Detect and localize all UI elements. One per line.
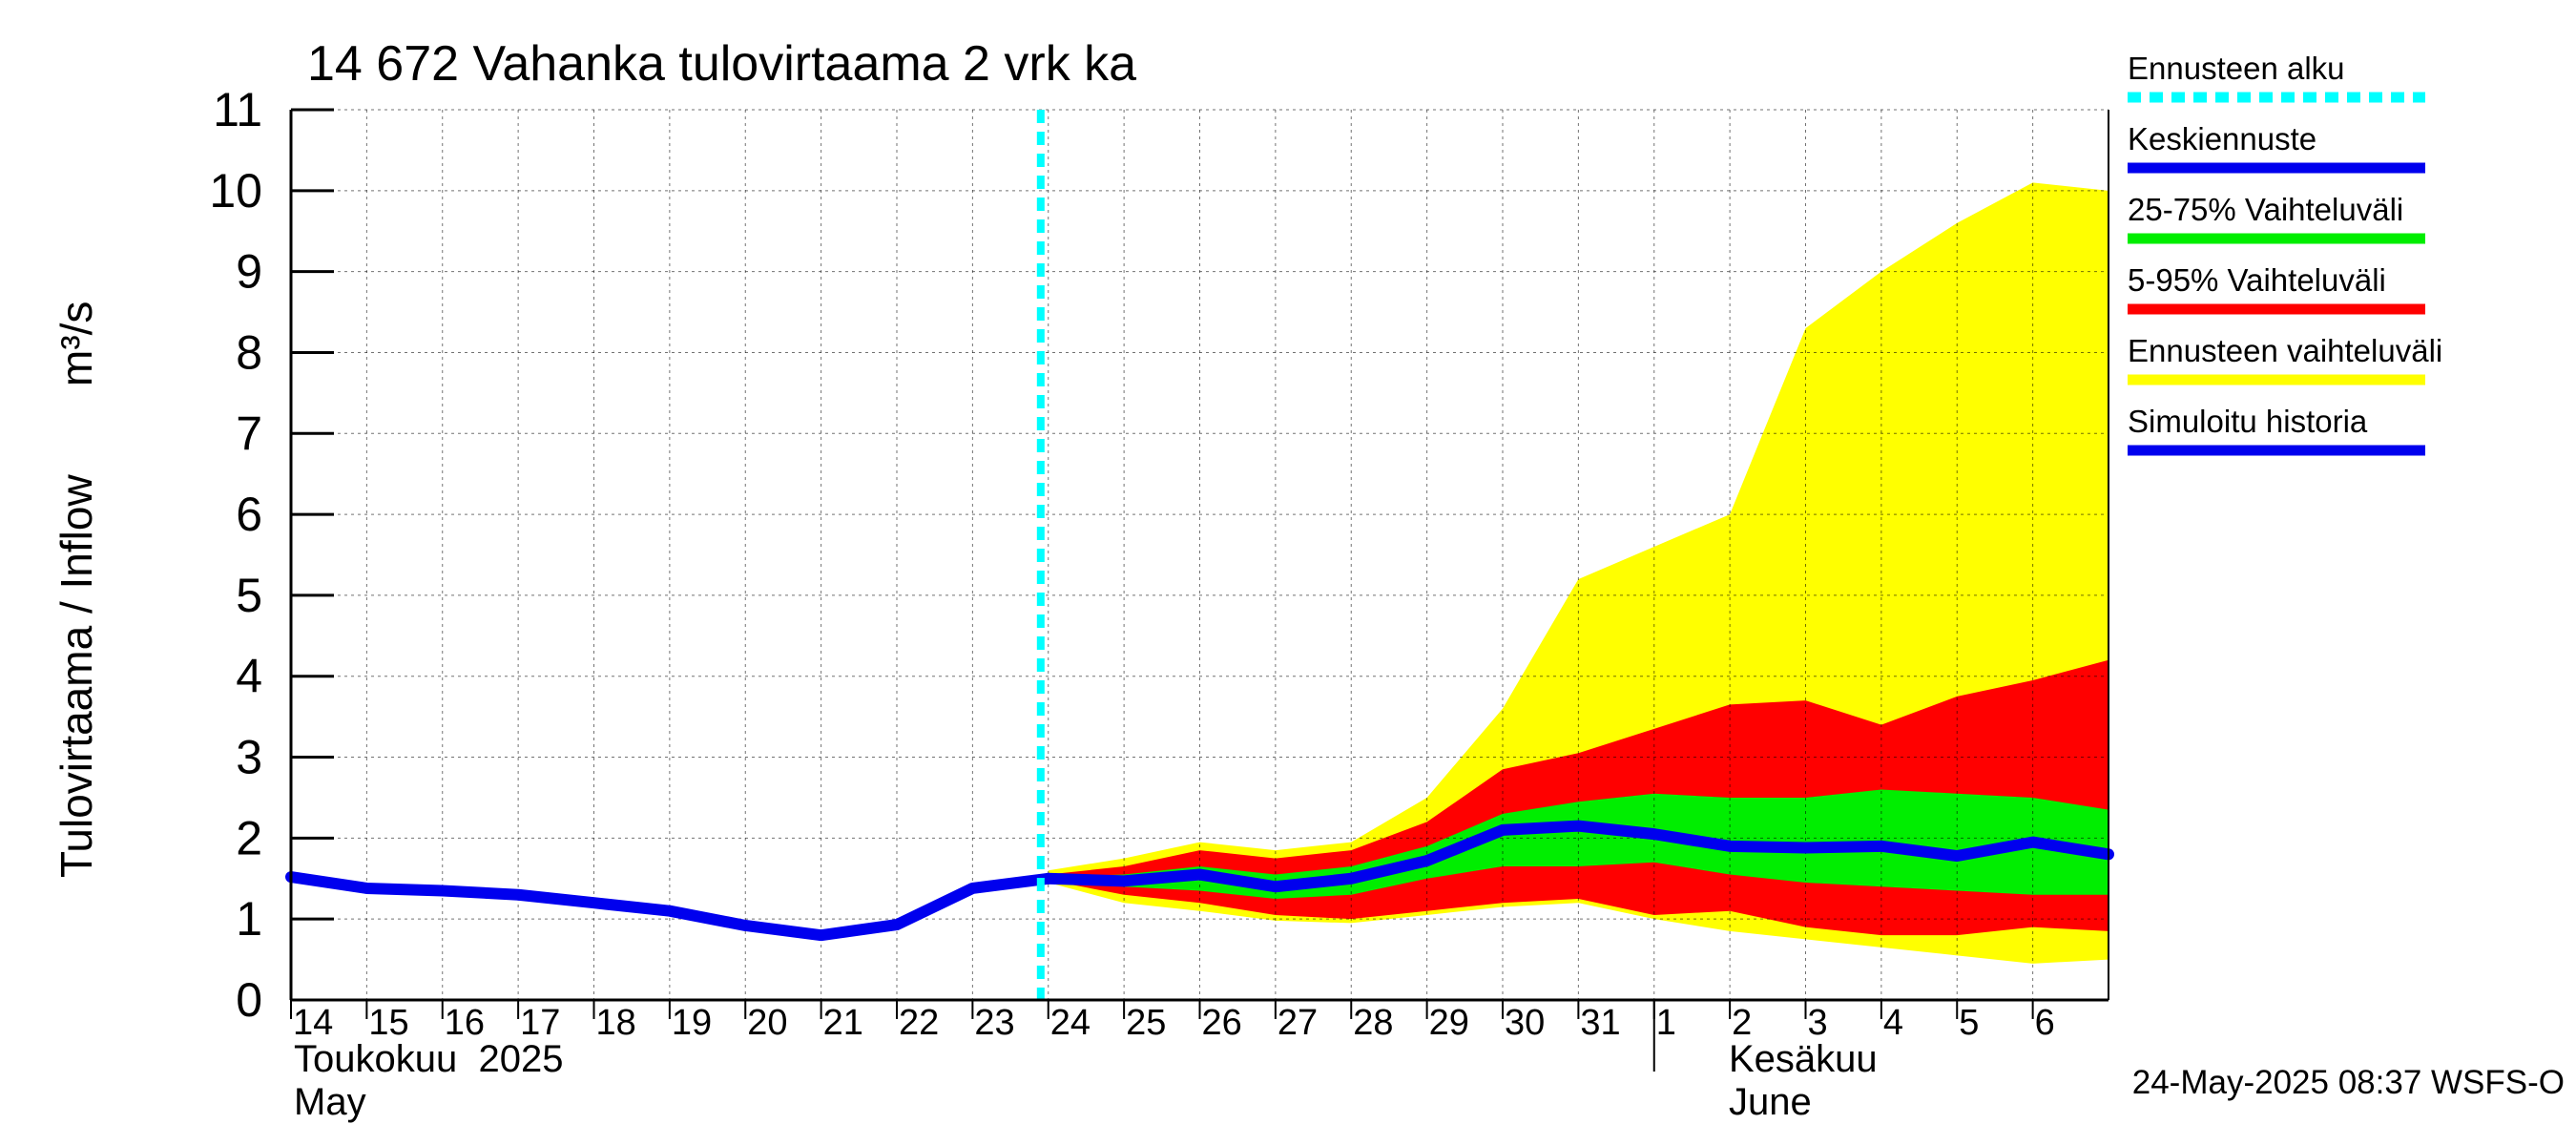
- x-tick-label: 26: [1202, 1003, 1242, 1043]
- y-tick-label: 6: [236, 488, 262, 541]
- x-tick-label: 25: [1126, 1003, 1166, 1043]
- legend-label: 5-95% Vaihteluväli: [2128, 262, 2386, 298]
- x-tick-label: 14: [293, 1003, 333, 1043]
- y-tick-label: 4: [236, 650, 262, 703]
- y-tick-label: 8: [236, 325, 262, 379]
- legend-label: Ennusteen alku: [2128, 51, 2345, 86]
- y-tick-label: 1: [236, 892, 262, 946]
- legend-label: Keskiennuste: [2128, 121, 2316, 156]
- x-tick-label: 30: [1505, 1003, 1545, 1043]
- y-tick-label: 0: [236, 973, 262, 1027]
- legend: Ennusteen alku Keskiennuste 25-75% Vaihtel…: [2128, 51, 2442, 456]
- month-label-may-fi: Toukokuu 2025: [294, 1038, 563, 1080]
- x-tick-label: 19: [672, 1003, 712, 1043]
- x-tick-label: 15: [368, 1003, 408, 1043]
- simulated-history-line: [285, 871, 1054, 942]
- month-label-may-en: May: [294, 1081, 366, 1123]
- y-axis-label: Tulovirtaama / Inflow: [52, 474, 101, 878]
- x-tick-label: 31: [1580, 1003, 1620, 1043]
- x-tick-label: 17: [520, 1003, 560, 1043]
- legend-label: 25-75% Vaihteluväli: [2128, 192, 2403, 227]
- data-lines: [285, 110, 2114, 1000]
- x-tick-label: 3: [1808, 1003, 1828, 1043]
- legend-label: Simuloitu historia: [2128, 404, 2368, 439]
- legend-label: Ennusteen vaihteluväli: [2128, 333, 2442, 368]
- x-tick-label: 29: [1429, 1003, 1469, 1043]
- uncertainty-bands: [1048, 182, 2109, 964]
- month-label-june-en: June: [1729, 1081, 1812, 1123]
- grid-lines: [291, 109, 2109, 1000]
- y-tick-label: 3: [236, 731, 262, 784]
- x-tick-label: 23: [974, 1003, 1014, 1043]
- x-tick-label: 28: [1353, 1003, 1393, 1043]
- y-tick-label: 5: [236, 569, 262, 622]
- x-tick-label: 1: [1656, 1003, 1676, 1043]
- y-tick-label: 11: [213, 83, 262, 136]
- y-tick-label: 10: [209, 164, 262, 218]
- x-tick-label: 4: [1883, 1003, 1903, 1043]
- footer-timestamp: 24-May-2025 08:37 WSFS-O: [2132, 1064, 2565, 1101]
- mean-forecast-line: [1042, 820, 2114, 893]
- x-tick-label: 2: [1732, 1003, 1752, 1043]
- band-25-75-vaihteluv-li: [1048, 789, 2109, 899]
- x-tick-label: 20: [747, 1003, 787, 1043]
- y-tick-label: 2: [236, 811, 262, 864]
- month-label-june-fi: Kesäkuu: [1729, 1038, 1878, 1080]
- x-tick-label: 24: [1050, 1003, 1091, 1043]
- x-tick-label: 16: [445, 1003, 485, 1043]
- x-tick-label: 22: [899, 1003, 939, 1043]
- x-tick-label: 18: [596, 1003, 636, 1043]
- chart-title: 14 672 Vahanka tulovirtaama 2 vrk ka: [307, 36, 1136, 92]
- y-tick-label: 7: [236, 406, 262, 460]
- x-tick-label: 21: [823, 1003, 863, 1043]
- x-tick-label: 6: [2035, 1003, 2055, 1043]
- x-tick-label: 27: [1278, 1003, 1318, 1043]
- x-tick-label: 5: [1959, 1003, 1979, 1043]
- y-tick-label: 9: [236, 245, 262, 299]
- y-axis-unit: m³/s: [52, 302, 101, 386]
